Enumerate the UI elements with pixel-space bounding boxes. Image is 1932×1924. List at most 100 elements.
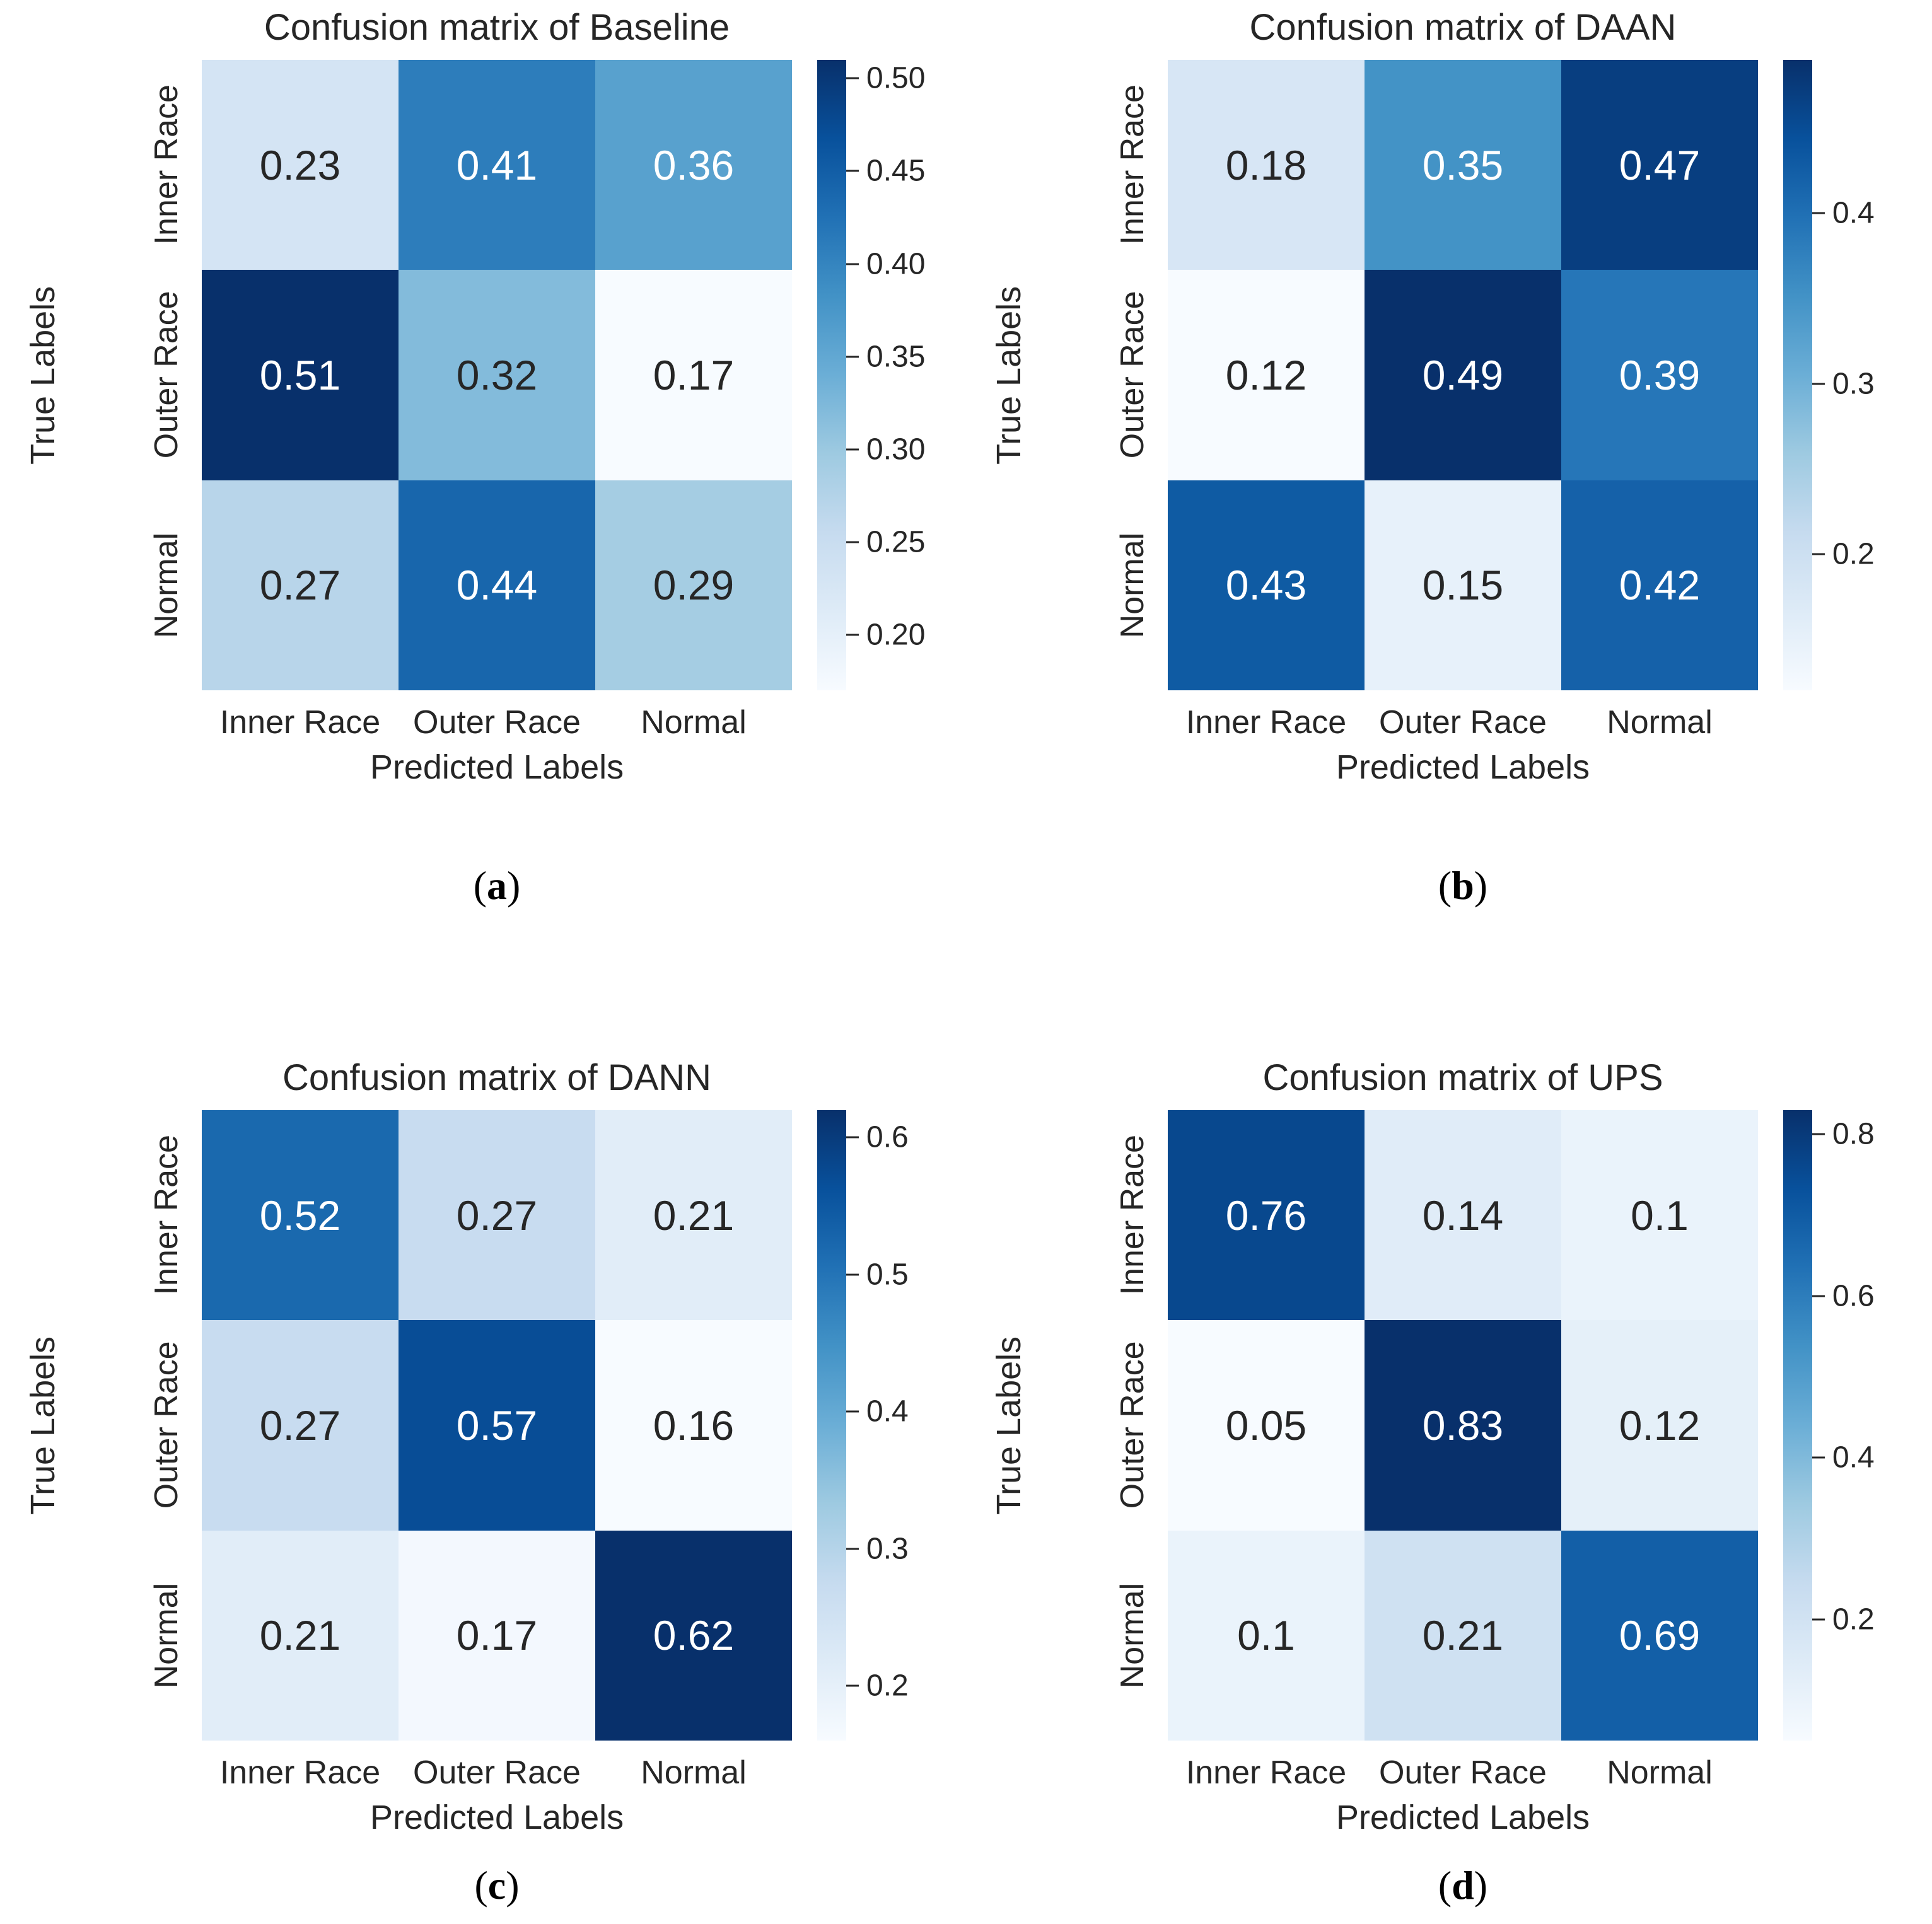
cell-true-inner-race-pred-inner-race: 0.52 bbox=[202, 1110, 399, 1321]
colorbar-tick-mark bbox=[846, 541, 859, 543]
colorbar-tick-label: 0.4 bbox=[1832, 196, 1875, 230]
cell-true-normal-pred-normal: 0.62 bbox=[595, 1530, 792, 1741]
y-tick-label-outer-race: Outer Race bbox=[1114, 1342, 1151, 1509]
x-tick-label-inner-race: Inner Race bbox=[219, 704, 381, 741]
cell-true-inner-race-pred-normal: 0.21 bbox=[595, 1110, 792, 1321]
colorbar-tick-mark bbox=[846, 1410, 859, 1413]
colorbar-tick-label: 0.6 bbox=[1832, 1279, 1875, 1313]
cell-true-outer-race-pred-outer-race: 0.83 bbox=[1365, 1320, 1561, 1531]
colorbar-tick-label: 0.3 bbox=[1832, 367, 1875, 400]
caption-close-paren: ) bbox=[1474, 1863, 1488, 1908]
x-tick-label-inner-race: Inner Race bbox=[1185, 1754, 1347, 1791]
panel-daan: Confusion matrix of DAAN True Labels Inn… bbox=[966, 0, 1932, 962]
panel-ups: Confusion matrix of UPS True Labels Inne… bbox=[966, 962, 1932, 1924]
cell-true-outer-race-pred-inner-race: 0.12 bbox=[1168, 270, 1365, 480]
y-tick-label-normal: Normal bbox=[148, 532, 185, 639]
cell-true-outer-race-pred-normal: 0.16 bbox=[595, 1320, 792, 1531]
colorbar-tick-mark bbox=[846, 356, 859, 358]
colorbar-gradient bbox=[1783, 1110, 1812, 1741]
chart-title: Confusion matrix of DAAN bbox=[1249, 7, 1677, 48]
colorbar: 0.6 0.5 0.4 0.3 0.2 bbox=[817, 1110, 909, 1741]
colorbar: 0.50 0.45 0.40 0.35 0.30 0.25 0.20 bbox=[817, 60, 925, 690]
x-axis-label: Predicted Labels bbox=[370, 1799, 624, 1836]
cell-true-outer-race-pred-outer-race: 0.32 bbox=[399, 270, 595, 480]
colorbar-tick-label: 0.25 bbox=[866, 525, 926, 559]
colorbar-tick-label: 0.2 bbox=[1832, 1602, 1875, 1637]
panel-dann: Confusion matrix of DANN True Labels Inn… bbox=[0, 962, 966, 1924]
colorbar-tick-label: 0.5 bbox=[866, 1258, 909, 1292]
chart-title: Confusion matrix of DANN bbox=[282, 1057, 712, 1098]
cell-true-normal-pred-outer-race: 0.21 bbox=[1365, 1530, 1561, 1741]
colorbar: 0.8 0.6 0.4 0.2 bbox=[1783, 1110, 1875, 1741]
y-tick-label-normal: Normal bbox=[1114, 1582, 1151, 1689]
x-tick-label-inner-race: Inner Race bbox=[219, 1754, 381, 1791]
heatmap-grid: 0.18 0.35 0.47 0.12 0.49 0.39 0.43 0.15 0.42 bbox=[1168, 60, 1758, 690]
cell-true-outer-race-pred-inner-race: 0.51 bbox=[202, 270, 399, 480]
cell-true-inner-race-pred-inner-race: 0.18 bbox=[1168, 60, 1365, 270]
colorbar-tick-mark bbox=[1812, 383, 1825, 385]
heatmap-grid: 0.52 0.27 0.21 0.27 0.57 0.16 0.21 0.17 0.62 bbox=[202, 1110, 792, 1741]
y-axis-label: True Labels bbox=[24, 1336, 62, 1515]
cell-true-normal-pred-inner-race: 0.27 bbox=[202, 480, 399, 690]
cell-true-inner-race-pred-outer-race: 0.41 bbox=[399, 60, 595, 270]
colorbar-tick-label: 0.4 bbox=[1832, 1440, 1875, 1475]
caption-letter: a bbox=[487, 863, 507, 908]
cell-true-outer-race-pred-inner-race: 0.27 bbox=[202, 1320, 399, 1531]
colorbar-tick-label: 0.3 bbox=[866, 1532, 909, 1566]
x-tick-label-normal: Normal bbox=[641, 704, 747, 741]
caption-close-paren: ) bbox=[506, 1863, 520, 1908]
caption-close-paren: ) bbox=[507, 863, 521, 908]
heatmap-grid: 0.23 0.41 0.36 0.51 0.32 0.17 0.27 0.44 0.29 bbox=[202, 60, 792, 690]
cell-true-outer-race-pred-outer-race: 0.49 bbox=[1365, 270, 1561, 480]
colorbar-tick-mark bbox=[846, 1684, 859, 1687]
cell-true-inner-race-pred-outer-race: 0.14 bbox=[1365, 1110, 1561, 1321]
colorbar-tick-mark bbox=[846, 634, 859, 636]
colorbar-tick-mark bbox=[1812, 1133, 1825, 1135]
x-tick-label-outer-race: Outer Race bbox=[413, 704, 581, 741]
chart-title: Confusion matrix of UPS bbox=[1262, 1057, 1663, 1098]
colorbar-tick-mark bbox=[846, 1136, 859, 1139]
y-tick-label-normal: Normal bbox=[148, 1582, 185, 1689]
y-tick-label-inner-race: Inner Race bbox=[148, 84, 185, 245]
x-axis-label: Predicted Labels bbox=[1336, 1799, 1590, 1836]
colorbar: 0.4 0.3 0.2 bbox=[1783, 60, 1875, 690]
y-tick-label-outer-race: Outer Race bbox=[1114, 291, 1151, 459]
colorbar-gradient bbox=[1783, 60, 1812, 690]
cell-true-inner-race-pred-inner-race: 0.23 bbox=[202, 60, 399, 270]
y-tick-labels: Inner Race Outer Race Normal bbox=[144, 60, 189, 690]
colorbar-tick-mark bbox=[846, 1548, 859, 1550]
x-tick-label-normal: Normal bbox=[1607, 1754, 1713, 1791]
panel-baseline: Confusion matrix of Baseline True Labels… bbox=[0, 0, 966, 962]
colorbar-gradient bbox=[817, 60, 846, 690]
x-tick-labels: Inner Race Outer Race Normal bbox=[202, 1754, 792, 1792]
panel-caption: (d) bbox=[1168, 1862, 1758, 1909]
y-tick-label-inner-race: Inner Race bbox=[148, 1135, 185, 1295]
colorbar-tick-label: 0.20 bbox=[866, 618, 926, 652]
colorbar-tick-label: 0.8 bbox=[1832, 1117, 1875, 1151]
cell-true-normal-pred-inner-race: 0.43 bbox=[1168, 480, 1365, 690]
caption-letter: b bbox=[1452, 863, 1474, 908]
caption-letter: c bbox=[487, 1863, 506, 1908]
cell-true-normal-pred-outer-race: 0.17 bbox=[399, 1530, 595, 1741]
y-tick-label-inner-race: Inner Race bbox=[1114, 84, 1151, 245]
cell-true-normal-pred-normal: 0.69 bbox=[1561, 1530, 1758, 1741]
heatmap-grid: 0.76 0.14 0.1 0.05 0.83 0.12 0.1 0.21 0.69 bbox=[1168, 1110, 1758, 1741]
cell-true-inner-race-pred-normal: 0.36 bbox=[595, 60, 792, 270]
cell-true-outer-race-pred-inner-race: 0.05 bbox=[1168, 1320, 1365, 1531]
colorbar-tick-label: 0.50 bbox=[866, 61, 926, 95]
colorbar-tick-mark bbox=[846, 170, 859, 172]
x-axis-label: Predicted Labels bbox=[370, 748, 624, 786]
x-axis-label: Predicted Labels bbox=[1336, 748, 1590, 786]
cell-true-normal-pred-normal: 0.29 bbox=[595, 480, 792, 690]
y-tick-label-outer-race: Outer Race bbox=[148, 291, 185, 459]
panel-caption: (a) bbox=[202, 862, 792, 909]
caption-open-paren: ( bbox=[1438, 863, 1452, 908]
cell-true-inner-race-pred-normal: 0.47 bbox=[1561, 60, 1758, 270]
x-tick-labels: Inner Race Outer Race Normal bbox=[1168, 1754, 1758, 1792]
colorbar-tick-label: 0.30 bbox=[866, 432, 926, 467]
cell-true-outer-race-pred-normal: 0.17 bbox=[595, 270, 792, 480]
caption-open-paren: ( bbox=[474, 1863, 488, 1908]
caption-open-paren: ( bbox=[1438, 1863, 1452, 1908]
colorbar-tick-label: 0.4 bbox=[866, 1394, 909, 1429]
